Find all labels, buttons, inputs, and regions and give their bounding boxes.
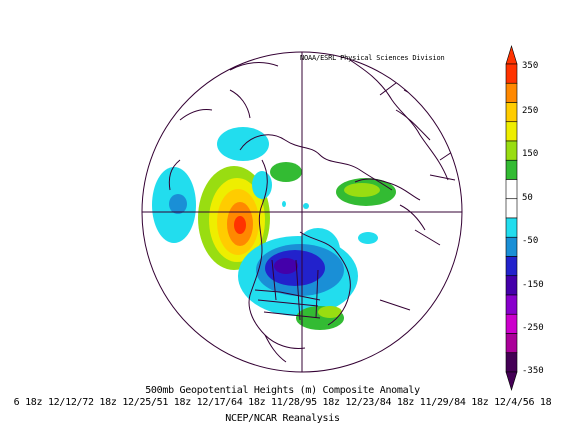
data-source: NCEP/NCAR Reanalysis [225,413,340,424]
colorbar [505,44,518,392]
colorbar-tick: -350 [522,366,544,376]
map-title: 500mb Geopotential Heights (m) Composite… [145,385,420,396]
colorbar-tick: 50 [522,193,533,203]
colorbar-swatch [505,256,518,277]
colorbar-swatch [505,333,518,354]
colorbar-tick: -50 [522,236,539,246]
colorbar-tick: 150 [522,149,539,159]
colorbar-arrow-bottom [505,371,518,392]
colorbar-swatch [505,236,518,257]
colorbar-swatch [505,294,518,315]
colorbar-tick: 350 [522,61,539,71]
colorbar-swatch [505,352,518,373]
colorbar-tick: -150 [522,280,544,290]
colorbar-swatch [505,159,518,180]
colorbar-swatch [505,179,518,200]
colorbar-swatch [505,121,518,142]
credit-label: NOAA/ESRL Physical Sciences Division [300,54,445,62]
composite-dates: 6 18z 12/12/72 18z 12/25/51 18z 12/17/64… [13,397,552,408]
colorbar-swatch [505,217,518,238]
colorbar-swatch [505,313,518,334]
colorbar-tick: 250 [522,106,539,116]
colorbar-arrow-top [505,44,518,65]
colorbar-swatch [505,63,518,84]
colorbar-swatch [505,140,518,161]
colorbar-swatch [505,275,518,296]
anomaly-fields [152,127,396,330]
colorbar-swatch [505,102,518,123]
negative-anomaly-arctic [217,127,269,161]
colorbar-tick: -250 [522,323,544,333]
colorbar-swatch [505,82,518,103]
colorbar-swatch [505,198,518,219]
